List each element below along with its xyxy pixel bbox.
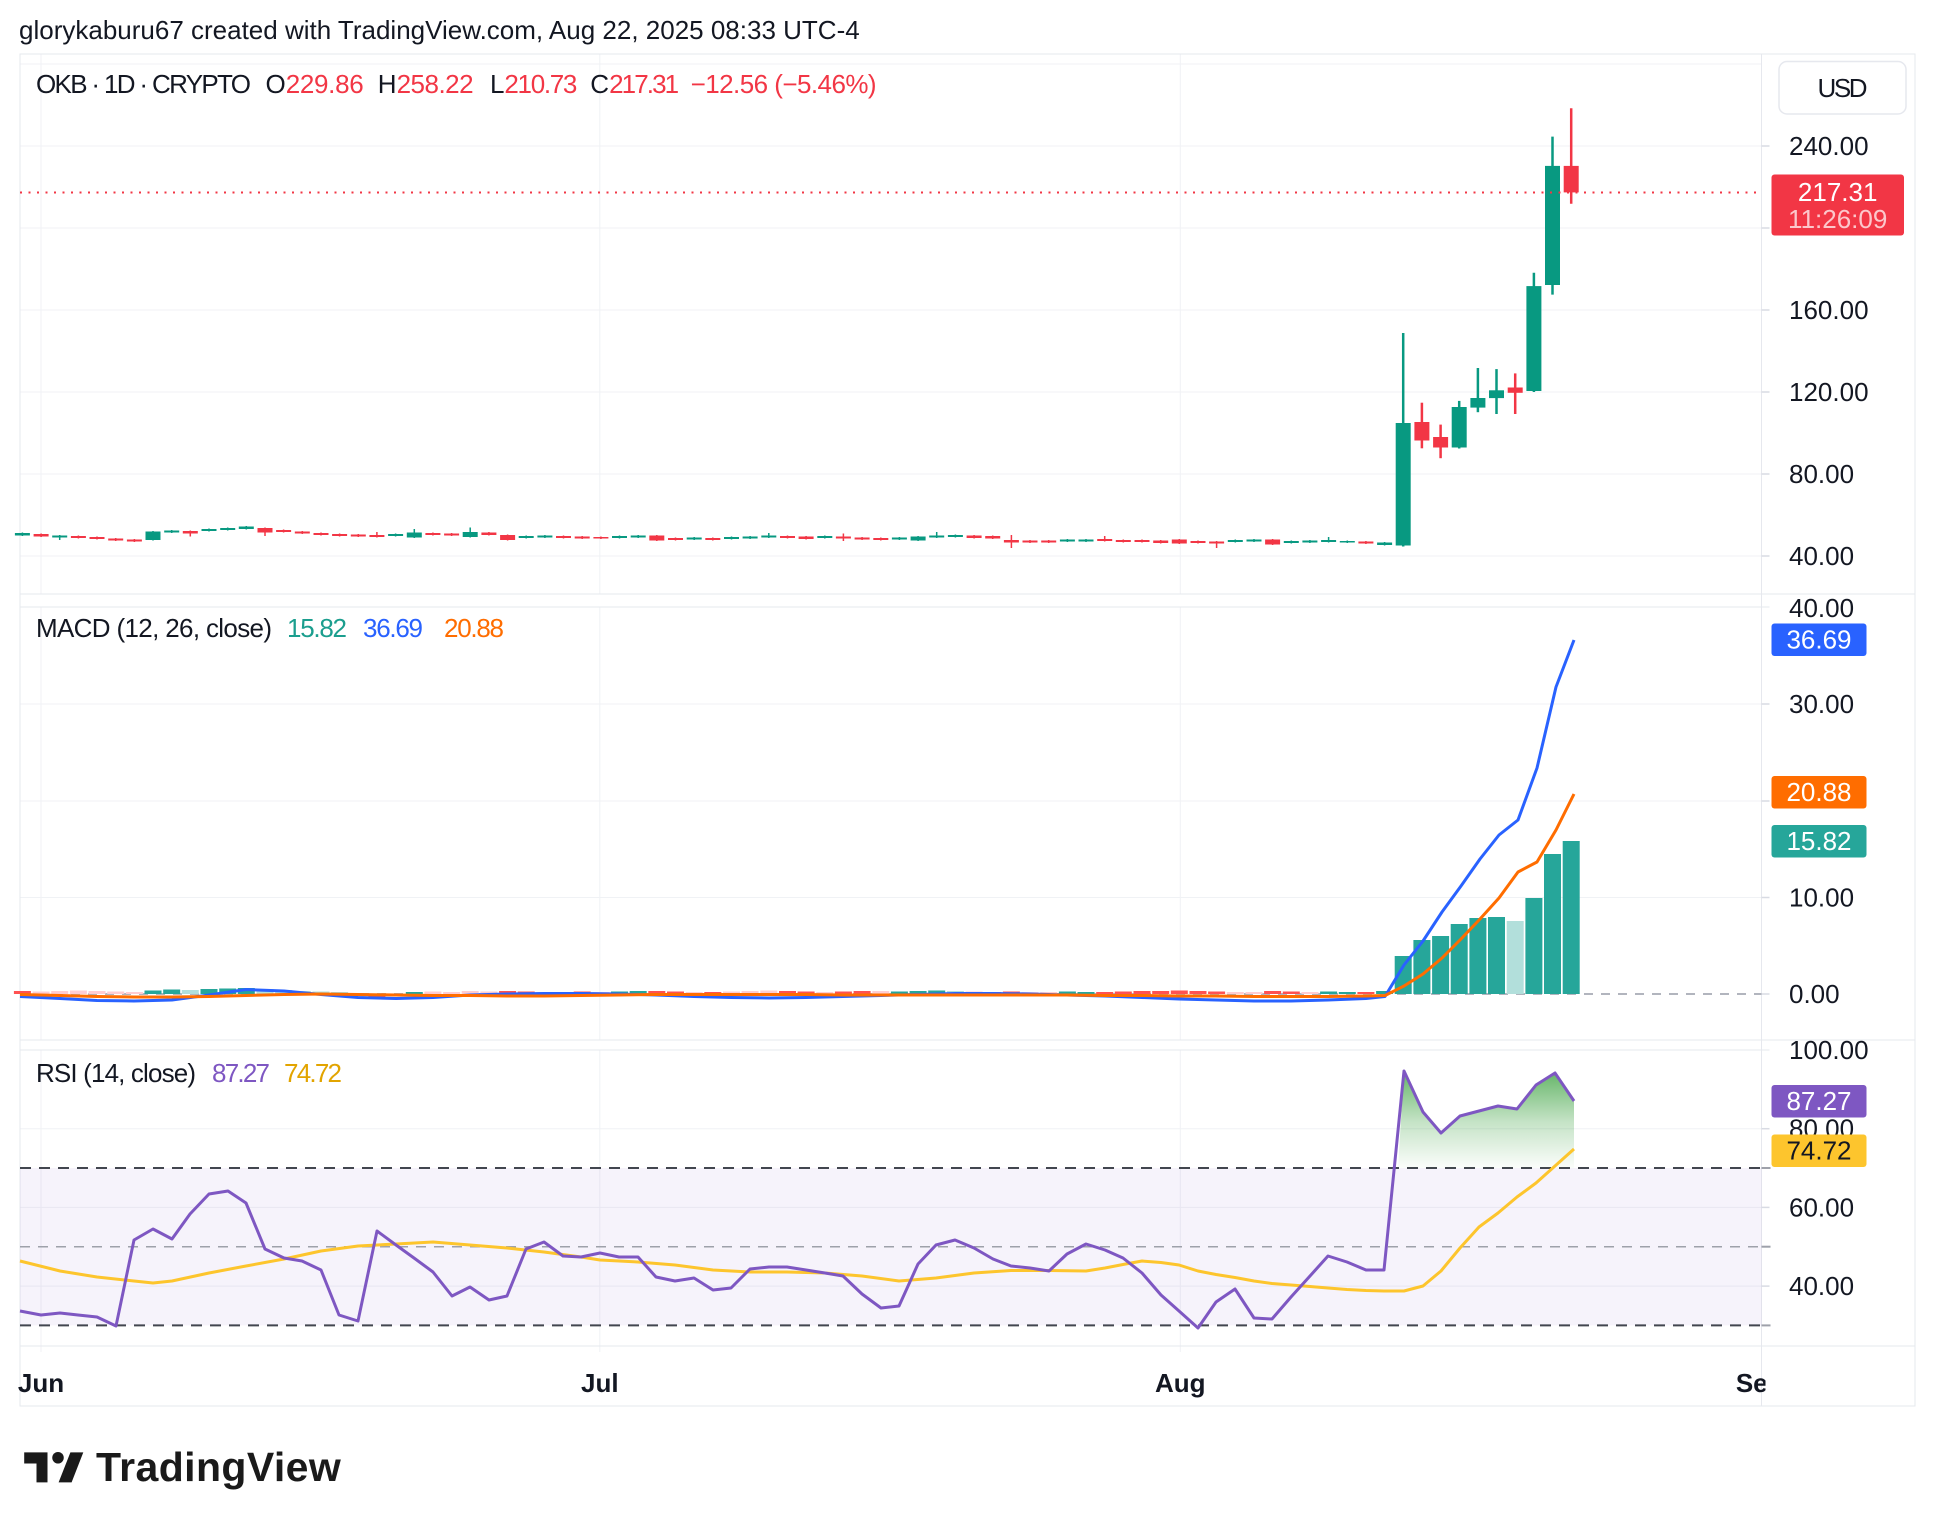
svg-text:36.69: 36.69 <box>1786 625 1851 655</box>
svg-text:MACD (12, 26, close): MACD (12, 26, close) <box>36 613 272 643</box>
svg-text:11:26:09: 11:26:09 <box>1788 204 1887 234</box>
svg-text:100.00: 100.00 <box>1789 1035 1869 1065</box>
svg-text:36.69: 36.69 <box>363 613 423 643</box>
svg-text:160.00: 160.00 <box>1789 295 1869 325</box>
svg-text:40.00: 40.00 <box>1789 541 1854 571</box>
svg-text:40.00: 40.00 <box>1789 593 1854 623</box>
svg-text:217.31: 217.31 <box>1798 177 1878 207</box>
svg-text:30.00: 30.00 <box>1789 689 1854 719</box>
svg-text:210.73: 210.73 <box>504 69 577 99</box>
svg-text:L: L <box>490 69 504 99</box>
svg-text:240.00: 240.00 <box>1789 131 1869 161</box>
svg-text:TradingView: TradingView <box>96 1444 341 1490</box>
svg-text:Sep: Sep <box>1736 1368 1784 1398</box>
svg-text:O: O <box>266 69 286 99</box>
svg-text:10.00: 10.00 <box>1789 883 1854 913</box>
svg-text:RSI (14, close): RSI (14, close) <box>36 1058 196 1088</box>
svg-text:217.31: 217.31 <box>609 69 679 99</box>
svg-text:60.00: 60.00 <box>1789 1192 1854 1222</box>
svg-text:120.00: 120.00 <box>1789 377 1869 407</box>
svg-text:258.22: 258.22 <box>397 69 474 99</box>
svg-text:Jun: Jun <box>18 1368 64 1398</box>
svg-text:20.88: 20.88 <box>1786 777 1851 807</box>
svg-text:229.86: 229.86 <box>286 69 364 99</box>
svg-text:OKB · 1D · CRYPTO: OKB · 1D · CRYPTO <box>36 69 251 99</box>
svg-text:Aug: Aug <box>1155 1368 1206 1398</box>
svg-text:40.00: 40.00 <box>1789 1271 1854 1301</box>
svg-text:20.88: 20.88 <box>444 613 504 643</box>
svg-text:87.27: 87.27 <box>1786 1086 1851 1116</box>
svg-text:USD: USD <box>1818 73 1868 103</box>
svg-text:Jul: Jul <box>581 1368 619 1398</box>
svg-text:glorykaburu67 created with Tra: glorykaburu67 created with TradingView.c… <box>19 15 860 45</box>
svg-text:C: C <box>590 69 609 99</box>
svg-text:74.72: 74.72 <box>284 1058 342 1088</box>
svg-text:15.82: 15.82 <box>1786 826 1851 856</box>
svg-text:0.00: 0.00 <box>1789 979 1840 1009</box>
svg-text:87.27: 87.27 <box>212 1058 270 1088</box>
svg-text:74.72: 74.72 <box>1786 1136 1851 1166</box>
svg-text:H: H <box>378 69 397 99</box>
svg-text:15.82: 15.82 <box>287 613 347 643</box>
svg-text:80.00: 80.00 <box>1789 459 1854 489</box>
svg-text:−12.56 (−5.46%): −12.56 (−5.46%) <box>691 69 877 99</box>
